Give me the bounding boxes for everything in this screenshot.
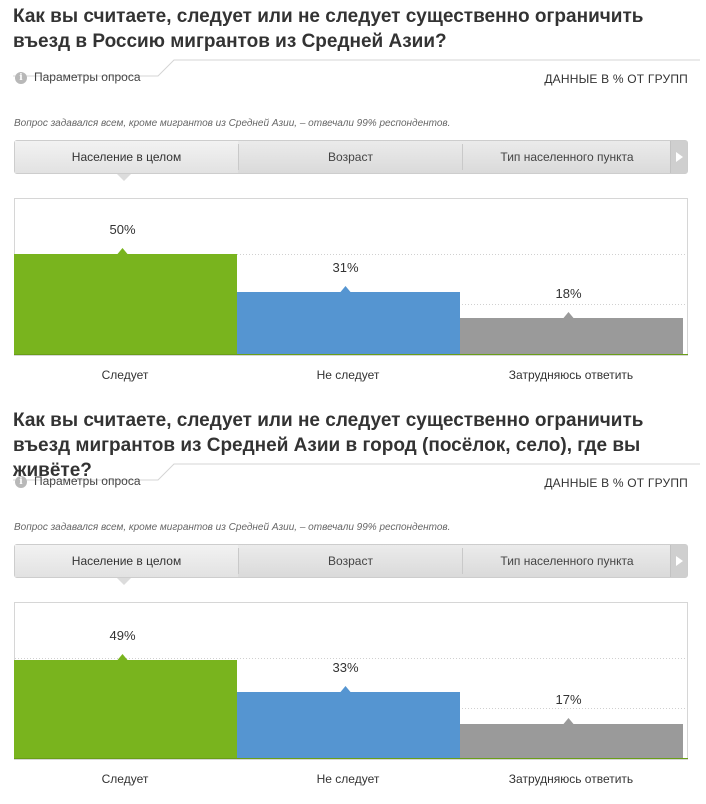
info-icon: i (15, 476, 27, 488)
bar-chart: 49% 33% 17% (14, 602, 688, 760)
active-tab-pointer (117, 174, 131, 181)
tab-population[interactable]: Население в целом (15, 545, 238, 577)
tab-bar: Население в целом Возраст Тип населенног… (14, 544, 688, 578)
params-header: i Параметры опроса ДАННЫЕ В % ОТ ГРУПП (0, 56, 700, 90)
header-divider (13, 463, 700, 481)
bar (237, 292, 460, 354)
units-label: ДАННЫЕ В % ОТ ГРУПП (544, 476, 688, 490)
data-label: 49% (109, 628, 135, 643)
data-label: 18% (555, 286, 581, 301)
active-tab-pointer (117, 578, 131, 585)
tab-separator (238, 548, 239, 574)
tab-population[interactable]: Население в целом (15, 141, 238, 173)
category-label: Не следует (316, 368, 380, 382)
bar-marker (117, 248, 128, 254)
chart-svg: 49% 33% 17% (14, 602, 688, 760)
question-note: Вопрос задавался всем, кроме мигрантов и… (14, 118, 451, 129)
category-label: Следует (101, 368, 149, 382)
tab-separator (238, 144, 239, 170)
bar-marker (340, 286, 351, 292)
category-label: Следует (101, 772, 149, 786)
category-label: Не следует (316, 772, 380, 786)
bar (460, 724, 683, 758)
bar (237, 692, 460, 758)
tab-age[interactable]: Возраст (328, 554, 373, 568)
bar-marker (563, 718, 574, 724)
bar-marker (340, 686, 351, 692)
bar (14, 254, 237, 354)
bar-chart: 50% 31% 18% (14, 198, 688, 356)
category-label: Затрудняюсь ответить (508, 772, 634, 786)
data-label: 31% (332, 260, 358, 275)
question-note: Вопрос задавался всем, кроме мигрантов и… (14, 522, 451, 533)
tab-settlement-type[interactable]: Тип населенного пункта (500, 554, 634, 568)
header-divider (13, 59, 700, 77)
data-label: 50% (109, 222, 135, 237)
bar-marker (563, 312, 574, 318)
tabs-next-arrow-icon[interactable] (670, 141, 687, 173)
question-title: Как вы считаете, следует или не следует … (13, 410, 644, 481)
tab-settlement-type[interactable]: Тип населенного пункта (500, 150, 634, 164)
data-label: 33% (332, 660, 358, 675)
bar (460, 318, 683, 354)
poll-block-2: Как вы считаете, следует или не следует … (0, 404, 706, 804)
info-icon: i (15, 72, 27, 84)
tab-bar: Население в целом Возраст Тип населенног… (14, 140, 688, 174)
chart-svg: 50% 31% 18% (14, 198, 688, 356)
params-header: i Параметры опроса ДАННЫЕ В % ОТ ГРУПП (0, 460, 700, 494)
tab-separator (462, 144, 463, 170)
units-label: ДАННЫЕ В % ОТ ГРУПП (544, 72, 688, 86)
bar-marker (117, 654, 128, 660)
tab-age[interactable]: Возраст (328, 150, 373, 164)
tabs-next-arrow-icon[interactable] (670, 545, 687, 577)
survey-params-link[interactable]: Параметры опроса (34, 474, 141, 488)
survey-params-link[interactable]: Параметры опроса (34, 70, 141, 84)
question-title: Как вы считаете, следует или не следует … (13, 6, 644, 52)
tab-separator (462, 548, 463, 574)
data-label: 17% (555, 692, 581, 707)
poll-block-1: Как вы считаете, следует или не следует … (0, 0, 706, 400)
bar (14, 660, 237, 758)
category-label: Затрудняюсь ответить (508, 368, 634, 382)
